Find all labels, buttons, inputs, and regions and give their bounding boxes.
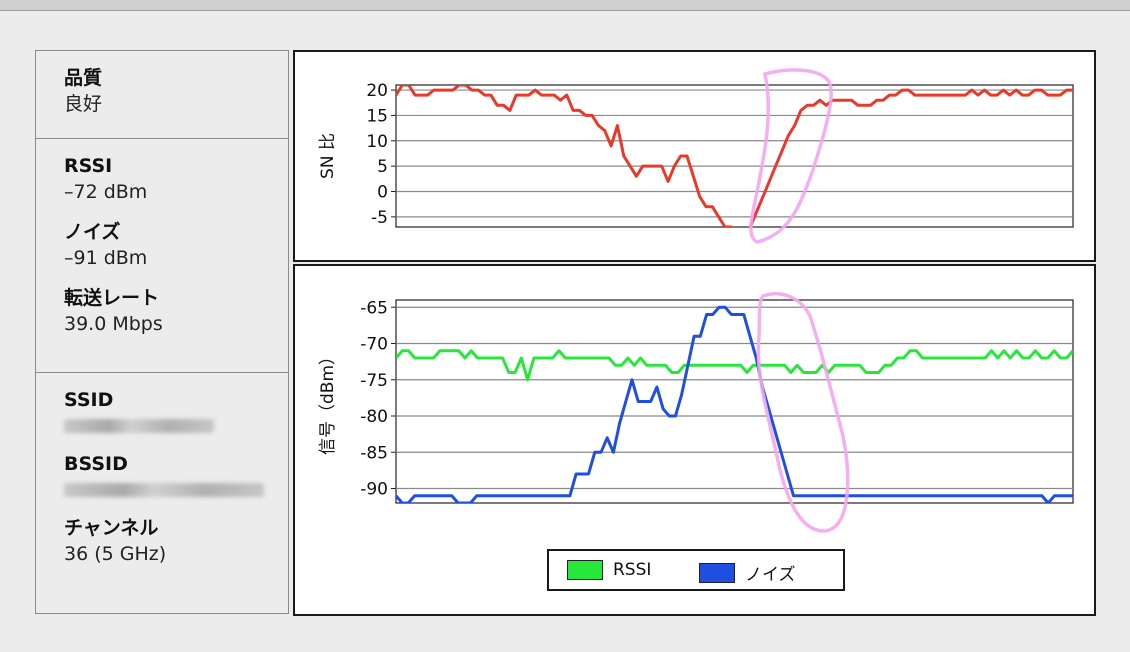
ssid-label: SSID (64, 389, 114, 411)
plot-area (395, 299, 1074, 504)
y-tick-label: 15 (366, 106, 388, 126)
channel-value: 36 (5 GHz) (64, 543, 167, 565)
y-tick-label: 10 (366, 132, 388, 152)
legend-swatch-noise (699, 562, 735, 583)
snr-series-line (396, 85, 1073, 227)
quality-value: 良好 (64, 93, 103, 115)
rssi-series-line (396, 349, 1073, 382)
y-tick-label: 20 (366, 81, 388, 101)
y-tick-label: 0 (377, 183, 388, 203)
noise-label: ノイズ (64, 221, 121, 243)
snr-chart: 20 15 10 5 0 -5 SN 比 (318, 68, 1074, 244)
y-tick-label: 5 (377, 157, 388, 177)
y-tick-label: -75 (360, 371, 388, 391)
y-axis-label: 信号（dBm） (318, 348, 338, 455)
legend-item-noise: ノイズ (699, 560, 796, 585)
quality-label: 品質 (64, 67, 103, 89)
quality-section: 品質 良好 (36, 51, 288, 139)
network-section: SSID BSSID チャンネル 36 (5 GHz) (36, 373, 288, 613)
noise-series-line (396, 305, 1073, 503)
chart-legend: RSSI ノイズ (547, 549, 845, 591)
ssid-value-redacted (64, 413, 260, 437)
y-tick-label: -85 (360, 443, 388, 463)
y-tick-label: -65 (360, 298, 388, 318)
y-axis-label: SN 比 (318, 133, 338, 179)
bssid-value-redacted (64, 477, 264, 501)
window-top-bar (0, 0, 1130, 11)
legend-item-rssi: RSSI (567, 560, 651, 580)
annotation-circle (756, 292, 850, 533)
y-tick-label: -70 (360, 335, 388, 355)
bssid-label: BSSID (64, 453, 128, 475)
rssi-value: –72 dBm (64, 181, 148, 203)
rssi-label: RSSI (64, 155, 113, 177)
legend-swatch-rssi (567, 560, 603, 580)
y-tick-label: -90 (360, 480, 388, 500)
noise-value: –91 dBm (64, 247, 148, 269)
annotation-circle (749, 68, 833, 244)
legend-label-noise: ノイズ (745, 565, 796, 585)
signal-chart-panel: -65 -70 -75 -80 -85 -90 信号（dBm） RSSI ノイズ (293, 264, 1096, 616)
channel-label: チャンネル (64, 517, 159, 539)
legend-label-rssi: RSSI (613, 560, 652, 580)
signal-section: RSSI –72 dBm ノイズ –91 dBm 転送レート 39.0 Mbps (36, 139, 288, 373)
snr-chart-panel: 20 15 10 5 0 -5 SN 比 (293, 50, 1096, 262)
signal-chart: -65 -70 -75 -80 -85 -90 信号（dBm） (318, 292, 1074, 533)
y-tick-label: -80 (360, 407, 388, 427)
y-tick-label: -5 (371, 208, 388, 228)
connection-info-panel: 品質 良好 RSSI –72 dBm ノイズ –91 dBm 転送レート 39.… (35, 50, 289, 614)
rate-value: 39.0 Mbps (64, 313, 163, 335)
rate-label: 転送レート (64, 287, 160, 309)
